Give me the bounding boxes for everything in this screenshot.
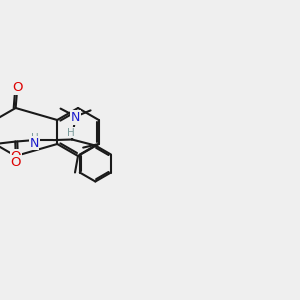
Text: H: H	[67, 128, 75, 138]
Text: O: O	[11, 155, 21, 169]
Text: O: O	[11, 149, 21, 163]
Text: O: O	[12, 81, 22, 94]
Text: N: N	[29, 136, 39, 150]
Text: N: N	[71, 111, 80, 124]
Text: H: H	[32, 133, 39, 143]
